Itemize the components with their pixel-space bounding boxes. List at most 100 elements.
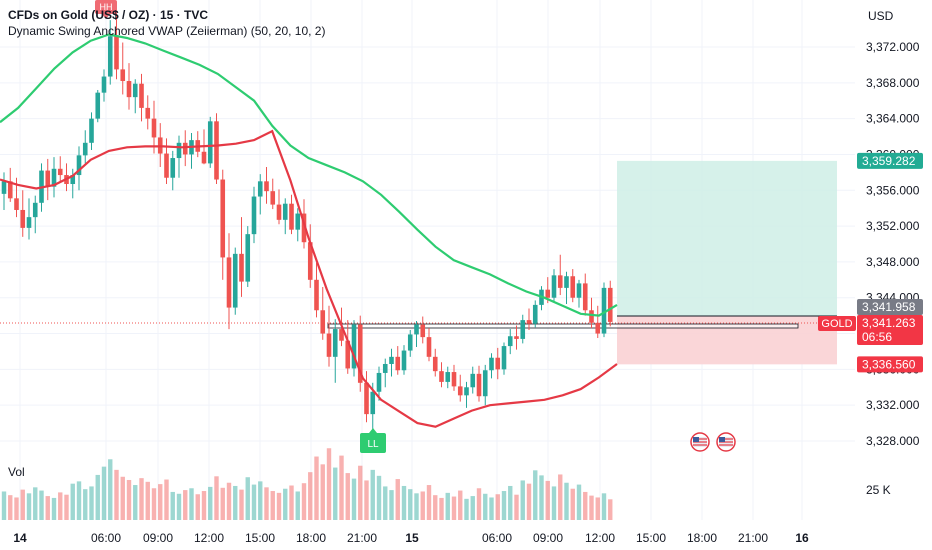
volume-bar xyxy=(389,490,394,520)
volume-bar xyxy=(564,482,569,520)
us-flag-icon[interactable] xyxy=(690,432,710,452)
candle xyxy=(276,189,282,225)
candle xyxy=(582,273,588,316)
candle xyxy=(314,262,319,318)
svg-text:GOLD: GOLD xyxy=(821,318,852,330)
volume-bar xyxy=(414,493,419,520)
volume-bar xyxy=(158,484,163,520)
volume-bar xyxy=(64,494,69,520)
candle xyxy=(382,358,388,388)
candle xyxy=(520,314,526,344)
time-tick-label: 21:00 xyxy=(738,531,768,545)
candle xyxy=(257,174,263,215)
profit-target-zone[interactable] xyxy=(617,160,837,317)
volume-bar xyxy=(45,496,50,520)
volume-bar xyxy=(408,489,413,520)
volume-bar xyxy=(526,483,532,520)
volume-bar xyxy=(101,466,107,520)
price-tick-label: 3,356.000 xyxy=(866,183,920,197)
candle xyxy=(7,167,13,202)
candle xyxy=(470,366,476,394)
volume-bar xyxy=(201,491,207,520)
time-tick-label: 06:00 xyxy=(482,531,512,545)
volume-bar xyxy=(270,491,275,520)
volume-bar xyxy=(14,497,19,520)
ll-marker: LL xyxy=(360,428,386,453)
time-tick-label: 14 xyxy=(13,531,27,545)
time-axis[interactable]: 14 06:00 09:00 12:00 15:00 18:00 21:00 15 06:00 0… xyxy=(13,531,809,545)
volume-bar xyxy=(133,485,138,520)
time-tick-label: 21:00 xyxy=(347,531,377,545)
candle xyxy=(157,123,163,167)
candle xyxy=(207,116,213,168)
volume-bar xyxy=(583,491,588,520)
svg-text:3,359.282: 3,359.282 xyxy=(862,154,916,168)
candle xyxy=(407,329,413,357)
candle xyxy=(176,135,182,178)
volume-bar xyxy=(570,488,575,520)
price-tick-label: 3,372.000 xyxy=(866,40,920,54)
volume-bar xyxy=(533,470,538,520)
volume-bar xyxy=(508,485,513,520)
currency-label[interactable]: USD xyxy=(868,9,894,23)
price-tick-label: 3,368.000 xyxy=(866,76,920,90)
time-tick-label: 06:00 xyxy=(91,531,121,545)
price-tick-label: 3,352.000 xyxy=(866,219,920,233)
volume-bar xyxy=(433,495,438,520)
volume-bar xyxy=(276,492,282,520)
candle xyxy=(139,73,144,122)
candle xyxy=(132,79,138,114)
us-flag-icon[interactable] xyxy=(716,432,736,452)
volume-bar xyxy=(70,483,75,520)
time-tick-label: 16 xyxy=(795,531,809,545)
volume-legend: Vol xyxy=(8,465,25,479)
price-tick-label: 3,364.000 xyxy=(866,112,920,126)
candle xyxy=(576,279,582,308)
volume-bar xyxy=(439,497,444,520)
price-axis[interactable]: 3,372.0003,368.0003,364.0003,360.0003,35… xyxy=(866,40,920,497)
volume-bar xyxy=(1,491,7,520)
candle xyxy=(289,194,294,235)
volume-bar xyxy=(370,469,375,520)
candle xyxy=(557,254,563,296)
candle xyxy=(445,366,451,389)
candle xyxy=(551,269,557,303)
time-tick-label: 09:00 xyxy=(533,531,563,545)
volume-bar xyxy=(176,493,182,520)
volume-bar xyxy=(395,479,400,520)
volume-bar xyxy=(164,479,169,520)
volume-bar xyxy=(464,498,469,520)
candle xyxy=(1,172,7,210)
volume-bar xyxy=(183,490,188,520)
candle xyxy=(26,198,32,240)
candle xyxy=(251,186,257,244)
vwap-upper-line xyxy=(0,33,618,317)
candle xyxy=(464,381,469,408)
time-tick-label: 15:00 xyxy=(636,531,666,545)
candle xyxy=(351,320,357,377)
svg-text:06:56: 06:56 xyxy=(862,330,892,344)
price-labels: 3,359.2823,341.9583,341.26306:56GOLD3,33… xyxy=(818,152,923,373)
candle xyxy=(457,374,463,402)
candle xyxy=(345,320,351,374)
volume-bar xyxy=(226,482,232,520)
candle xyxy=(420,316,426,344)
volume-bar xyxy=(120,476,125,520)
indicator-legend[interactable]: Dynamic Swing Anchored VWAP (Zeiierman) … xyxy=(8,24,326,38)
candle xyxy=(295,208,301,242)
volume-bar xyxy=(314,456,319,520)
volume-bar xyxy=(189,488,194,520)
candle xyxy=(145,95,151,130)
svg-text:3,336.560: 3,336.560 xyxy=(862,357,916,371)
volume-tick-label: 25 K xyxy=(866,483,891,497)
candle xyxy=(20,190,26,237)
volume-bar xyxy=(595,497,600,520)
volume-bar xyxy=(489,497,494,520)
candle xyxy=(589,297,594,329)
candle xyxy=(189,132,194,169)
time-tick-label: 18:00 xyxy=(687,531,717,545)
ll-label: LL xyxy=(367,439,379,450)
volume-bar xyxy=(458,490,463,520)
